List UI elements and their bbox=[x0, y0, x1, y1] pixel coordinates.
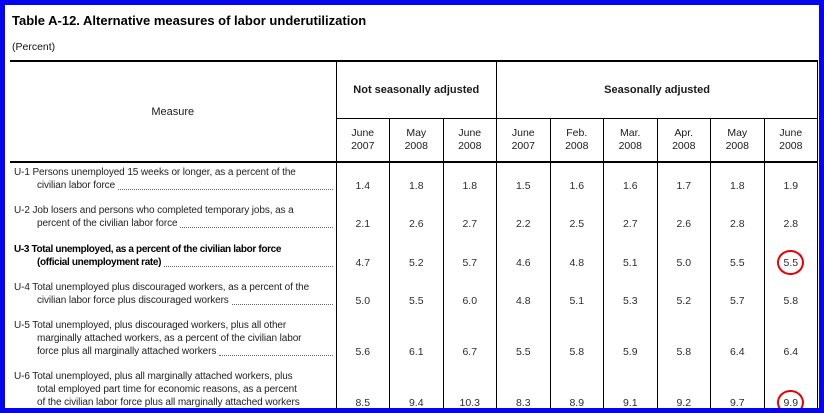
column-header-sa-may-2008: May 2008 bbox=[710, 118, 765, 163]
value-cell: 5.3 bbox=[603, 278, 658, 316]
measure-cell: U-2 Job losers and persons who completed… bbox=[10, 201, 337, 239]
dotted-leader bbox=[164, 266, 333, 267]
value-cell: 5.5 bbox=[496, 316, 551, 367]
column-header-sa-feb-2008: Feb. 2008 bbox=[550, 118, 604, 163]
value-cell: 5.2 bbox=[389, 239, 444, 278]
table-row-u3: U-3 Total unemployed, as a percent of th… bbox=[10, 239, 819, 278]
value-cell: 6.1 bbox=[389, 316, 444, 367]
value-cell: 2.6 bbox=[389, 201, 444, 239]
value-cell: 5.6 bbox=[336, 316, 390, 367]
value-cell: 8.9 bbox=[550, 367, 604, 408]
red-circle-annotation: 5.5 bbox=[777, 250, 805, 275]
value-cell: 4.8 bbox=[550, 239, 604, 278]
value-cell: 2.5 bbox=[550, 201, 604, 239]
value-cell: 5.5 bbox=[710, 239, 765, 278]
value-cell: 8.3 bbox=[496, 367, 551, 408]
value-cell: 5.1 bbox=[603, 239, 658, 278]
value-cell: 2.1 bbox=[336, 201, 390, 239]
table-row-u5: U-5 Total unemployed, plus discouraged w… bbox=[10, 316, 819, 367]
value-cell: 9.7 bbox=[710, 367, 765, 408]
value-cell: 5.8 bbox=[550, 316, 604, 367]
value-cell: 6.4 bbox=[764, 316, 819, 367]
measure-cell: U-4 Total unemployed plus discouraged wo… bbox=[10, 278, 337, 316]
dotted-leader bbox=[231, 304, 333, 305]
labor-underutilization-table: Measure Not seasonally adjusted Seasonal… bbox=[10, 60, 819, 408]
value-cell: 1.9 bbox=[764, 162, 819, 201]
value-cell: 4.7 bbox=[336, 239, 390, 278]
value-cell: 9.2 bbox=[657, 367, 711, 408]
value-cell: 1.7 bbox=[657, 162, 711, 201]
value-cell: 1.8 bbox=[710, 162, 765, 201]
value-cell: 5.0 bbox=[336, 278, 390, 316]
value-cell: 6.0 bbox=[443, 278, 497, 316]
value-cell: 9.1 bbox=[603, 367, 658, 408]
column-header-sa-mar-2008: Mar. 2008 bbox=[603, 118, 658, 163]
table-row-u4: U-4 Total unemployed plus discouraged wo… bbox=[10, 278, 819, 316]
value-cell: 1.6 bbox=[550, 162, 604, 201]
measure-cell: U-5 Total unemployed, plus discouraged w… bbox=[10, 316, 337, 367]
value-cell: 1.5 bbox=[496, 162, 551, 201]
column-header-nsa-may-2008: May 2008 bbox=[389, 118, 444, 163]
value-cell: 6.7 bbox=[443, 316, 497, 367]
percent-note: (Percent) bbox=[12, 41, 56, 53]
value-cell: 5.7 bbox=[443, 239, 497, 278]
value-cell: 9.4 bbox=[389, 367, 444, 408]
column-header-sa-apr-2008: Apr. 2008 bbox=[657, 118, 711, 163]
value-cell: 5.5 bbox=[389, 278, 444, 316]
value-cell: 8.5 bbox=[336, 367, 390, 408]
value-cell: 5.0 bbox=[657, 239, 711, 278]
value-cell: 5.2 bbox=[657, 278, 711, 316]
value-cell: 2.7 bbox=[443, 201, 497, 239]
measure-cell: U-3 Total unemployed, as a percent of th… bbox=[10, 239, 337, 278]
table-row-u2: U-2 Job losers and persons who completed… bbox=[10, 201, 819, 239]
table-row-u6: U-6 Total unemployed, plus all marginall… bbox=[10, 367, 819, 408]
measure-column-header: Measure bbox=[10, 61, 337, 163]
dotted-leader bbox=[219, 355, 333, 356]
value-cell: 6.4 bbox=[710, 316, 765, 367]
value-cell: 1.8 bbox=[443, 162, 497, 201]
dotted-leader bbox=[180, 227, 333, 228]
group-header-seasonally-adjusted: Seasonally adjusted bbox=[496, 61, 819, 119]
value-cell: 2.6 bbox=[657, 201, 711, 239]
value-cell: 2.7 bbox=[603, 201, 658, 239]
column-header-sa-june-2007: June 2007 bbox=[496, 118, 551, 163]
value-cell: 4.6 bbox=[496, 239, 551, 278]
value-cell: 5.9 bbox=[603, 316, 658, 367]
value-cell: 5.8 bbox=[657, 316, 711, 367]
dotted-leader bbox=[118, 189, 333, 190]
value-cell: 1.8 bbox=[389, 162, 444, 201]
group-header-not-seasonally-adjusted: Not seasonally adjusted bbox=[336, 61, 497, 119]
column-header-nsa-june-2007: June 2007 bbox=[336, 118, 390, 163]
value-cell: 4.8 bbox=[496, 278, 551, 316]
value-cell-circled: 9.9 bbox=[764, 367, 819, 408]
table-title: Table A-12. Alternative measures of labo… bbox=[12, 13, 367, 28]
value-cell: 10.3 bbox=[443, 367, 497, 408]
value-cell: 5.8 bbox=[764, 278, 819, 316]
value-cell-circled: 5.5 bbox=[764, 239, 819, 278]
value-cell: 5.1 bbox=[550, 278, 604, 316]
page-content: Table A-12. Alternative measures of labo… bbox=[5, 5, 819, 408]
value-cell: 2.2 bbox=[496, 201, 551, 239]
value-cell: 1.6 bbox=[603, 162, 658, 201]
measure-cell: U-6 Total unemployed, plus all marginall… bbox=[10, 367, 337, 408]
red-circle-annotation: 9.9 bbox=[777, 390, 805, 408]
value-cell: 5.7 bbox=[710, 278, 765, 316]
column-header-sa-june-2008: June 2008 bbox=[764, 118, 819, 163]
table-row-u1: U-1 Persons unemployed 15 weeks or longe… bbox=[10, 162, 819, 201]
value-cell: 1.4 bbox=[336, 162, 390, 201]
value-cell: 2.8 bbox=[764, 201, 819, 239]
value-cell: 2.8 bbox=[710, 201, 765, 239]
measure-cell: U-1 Persons unemployed 15 weeks or longe… bbox=[10, 162, 337, 201]
column-header-nsa-june-2008: June 2008 bbox=[443, 118, 497, 163]
